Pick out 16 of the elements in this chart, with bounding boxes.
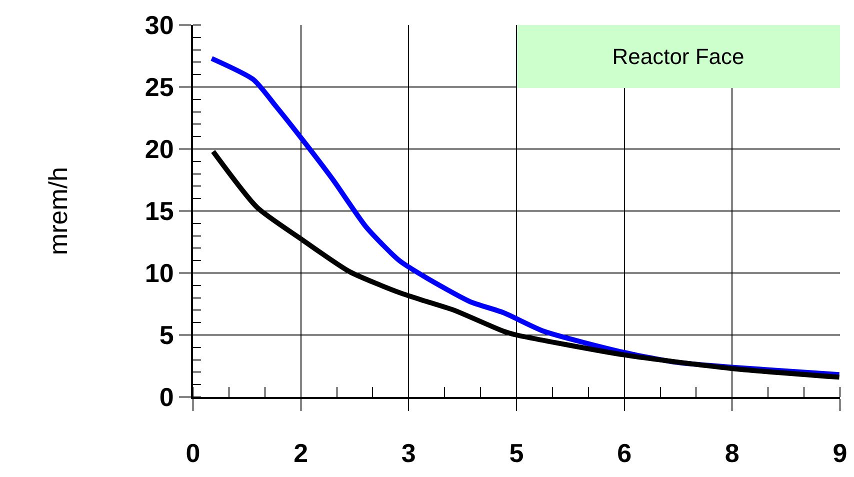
x-tick-label: 5 bbox=[509, 438, 524, 468]
y-tick-label: 25 bbox=[144, 72, 174, 102]
x-tick-label: 8 bbox=[724, 438, 740, 468]
x-tick-label: 9 bbox=[832, 438, 848, 468]
y-axis-title: mrem/h bbox=[42, 166, 73, 256]
x-tick-label: 0 bbox=[186, 438, 200, 468]
y-tick-label: 20 bbox=[144, 134, 174, 164]
y-tick-label: 15 bbox=[144, 196, 174, 226]
y-tick-label: 10 bbox=[144, 258, 174, 288]
x-tick-label: 3 bbox=[401, 438, 416, 468]
y-tick-label: 5 bbox=[159, 320, 174, 350]
y-tick-label: 30 bbox=[144, 10, 174, 40]
x-tick-label: 2 bbox=[294, 438, 308, 468]
x-tick-label: 6 bbox=[617, 438, 632, 468]
label-box: Reactor Face bbox=[516, 25, 840, 88]
y-tick-label: 0 bbox=[159, 382, 174, 412]
